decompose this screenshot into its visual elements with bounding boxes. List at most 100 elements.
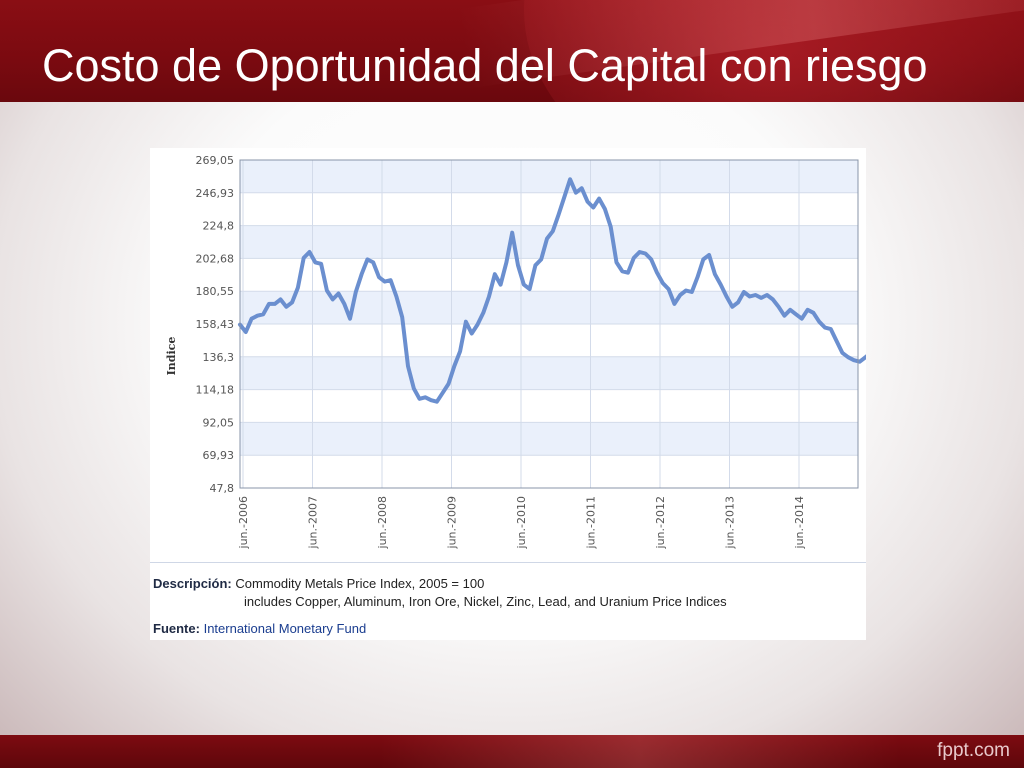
- data-point: [331, 298, 334, 301]
- data-point: [540, 258, 543, 261]
- data-point: [806, 308, 809, 311]
- data-point: [256, 314, 259, 317]
- description-row: Descripción: Commodity Metals Price Inde…: [153, 576, 484, 591]
- data-point: [482, 311, 485, 314]
- data-point: [742, 290, 746, 294]
- plot-band: [240, 225, 858, 259]
- footer-streak: [380, 735, 900, 768]
- data-point: [679, 293, 682, 297]
- data-point: [383, 280, 386, 283]
- data-point: [858, 360, 861, 363]
- plot-bands: [240, 160, 858, 456]
- y-tick-label: 92,05: [203, 416, 235, 429]
- data-point: [325, 289, 329, 292]
- data-point: [615, 261, 618, 264]
- x-tick-label: jun.-2014: [793, 496, 806, 549]
- x-tick-label: jun.-2007: [307, 496, 320, 549]
- data-point: [464, 320, 468, 323]
- header-swoosh: [524, 0, 1024, 102]
- data-point: [348, 317, 352, 320]
- data-point: [563, 195, 566, 199]
- data-point: [661, 281, 664, 285]
- data-point: [267, 302, 271, 306]
- source-row: Fuente: International Monetary Fund: [153, 621, 366, 636]
- data-point: [644, 252, 647, 255]
- data-point: [296, 286, 300, 289]
- data-point: [777, 305, 780, 308]
- data-point: [366, 258, 369, 261]
- data-point: [823, 326, 827, 329]
- data-point: [568, 178, 572, 181]
- data-point: [429, 399, 433, 402]
- x-tick-label: jun.-2012: [654, 496, 667, 549]
- y-tick-label: 69,93: [203, 449, 235, 462]
- data-point: [511, 231, 514, 234]
- data-point: [377, 276, 381, 279]
- data-point: [592, 206, 595, 209]
- data-point: [586, 200, 589, 203]
- data-point: [638, 250, 641, 254]
- data-point: [441, 391, 444, 394]
- data-point: [852, 359, 856, 362]
- data-point: [337, 292, 340, 295]
- y-tick-label: 158,43: [196, 318, 235, 331]
- data-point: [783, 314, 786, 317]
- data-point: [250, 317, 253, 320]
- data-point: [864, 356, 866, 359]
- data-point: [736, 301, 740, 304]
- data-point: [812, 311, 815, 314]
- data-point: [343, 302, 346, 306]
- data-point: [673, 302, 676, 306]
- x-tick-label: jun.-2010: [515, 496, 528, 549]
- x-axis-ticks: jun.-2006 jun.-2007 jun.-2008 jun.-2009 jun.…: [237, 496, 806, 549]
- data-point: [580, 187, 583, 190]
- footer-brand: fppt.com: [937, 740, 1010, 761]
- data-point: [314, 261, 317, 264]
- data-point: [557, 213, 560, 217]
- data-point: [702, 258, 705, 261]
- data-point: [794, 313, 798, 316]
- data-point: [632, 256, 635, 260]
- data-point: [846, 356, 850, 359]
- description-line-1: Commodity Metals Price Index, 2005 = 100: [235, 576, 485, 591]
- data-point: [574, 191, 578, 194]
- y-tick-label: 202,68: [196, 252, 235, 265]
- y-tick-label: 246,93: [196, 187, 235, 200]
- x-tick-label: jun.-2006: [237, 496, 250, 549]
- data-point: [244, 330, 247, 334]
- source-label: Fuente:: [153, 621, 200, 636]
- data-point: [453, 364, 456, 368]
- x-tick-label: jun.-2008: [376, 496, 389, 549]
- data-point: [690, 290, 693, 294]
- data-point: [800, 317, 803, 320]
- y-tick-label: 269,05: [196, 154, 235, 167]
- data-point: [731, 305, 734, 308]
- data-point: [841, 351, 844, 354]
- data-point: [551, 230, 554, 233]
- data-point: [516, 264, 520, 267]
- data-point: [760, 296, 763, 300]
- data-point: [609, 225, 612, 228]
- data-point: [835, 339, 838, 343]
- data-point: [534, 264, 537, 267]
- data-point: [389, 279, 392, 282]
- data-point: [545, 237, 549, 240]
- data-point: [818, 320, 821, 323]
- data-point: [719, 283, 722, 286]
- plot-band: [240, 356, 858, 390]
- data-point: [412, 387, 415, 390]
- data-point: [279, 298, 282, 301]
- description-label: Descripción:: [153, 576, 232, 591]
- header-band: [0, 0, 1024, 102]
- y-tick-label: 114,18: [196, 384, 235, 397]
- chart-figure: 269,05 246,93 224,8 202,68 180,55 158,43 136,3…: [150, 148, 866, 640]
- data-point: [360, 273, 363, 276]
- data-point: [499, 283, 502, 286]
- source-link[interactable]: International Monetary Fund: [203, 621, 367, 636]
- data-point: [650, 258, 653, 261]
- data-point: [406, 364, 410, 368]
- slide-title: Costo de Oportunidad del Capital con rie…: [42, 40, 928, 91]
- data-point: [470, 332, 473, 335]
- data-point: [273, 302, 276, 306]
- y-tick-label: 224,8: [203, 220, 235, 233]
